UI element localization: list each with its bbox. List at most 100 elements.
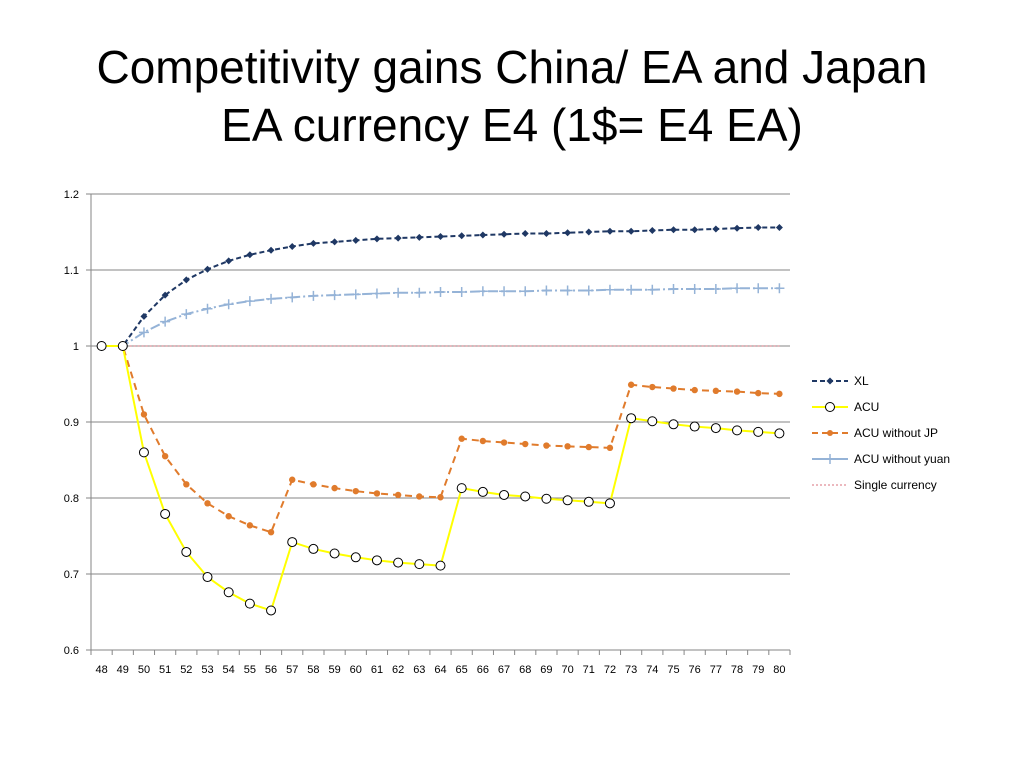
data-point-acu-without-yuan — [371, 288, 382, 299]
data-point-xl — [352, 236, 360, 244]
series-line-acu-without-jp — [101, 345, 780, 534]
x-tick-label: 68 — [519, 664, 531, 676]
data-point-acu — [287, 537, 298, 548]
data-point-acu — [647, 416, 658, 427]
y-tick-label: 1.2 — [64, 189, 79, 201]
x-tick-label: 53 — [201, 664, 213, 676]
y-tick-label: 0.8 — [64, 493, 79, 505]
legend-label-acu-without-jp: ACU without JP — [854, 426, 939, 440]
data-point-acu-without-jp — [140, 411, 148, 418]
data-point-acu-without-yuan — [774, 283, 785, 294]
data-point-acu-without-jp — [522, 440, 529, 448]
data-point-acu — [350, 552, 361, 563]
data-point-acu-without-jp — [437, 494, 444, 501]
x-tick-label: 80 — [773, 664, 785, 676]
data-point-acu-without-jp — [394, 491, 402, 499]
legend-item-single-currency: Single currency — [812, 472, 950, 498]
data-point-acu — [499, 489, 510, 500]
legend-swatch-acu-without-yuan — [812, 454, 848, 464]
title-line-2: EA currency E4 (1$= E4 EA) — [221, 99, 803, 151]
data-point-xl — [775, 223, 783, 231]
data-point-xl — [415, 233, 423, 241]
x-tick-label: 54 — [223, 664, 235, 676]
x-tick-label: 60 — [350, 664, 362, 676]
data-point-xl — [246, 251, 254, 259]
data-point-acu-without-jp — [183, 481, 190, 488]
x-tick-label: 50 — [138, 664, 150, 676]
x-tick-label: 67 — [498, 664, 510, 676]
data-point-xl — [754, 223, 762, 231]
x-tick-label: 78 — [731, 664, 743, 676]
data-point-xl — [267, 246, 275, 254]
data-point-acu-without-yuan — [393, 287, 404, 298]
data-point-acu-without-yuan — [138, 327, 149, 338]
data-point-xl — [204, 265, 211, 273]
x-tick-label: 55 — [244, 664, 256, 676]
data-point-acu-without-yuan — [541, 285, 552, 296]
data-point-acu-without-jp — [564, 443, 571, 450]
data-point-acu — [160, 508, 171, 519]
data-point-xl — [500, 230, 508, 238]
legend-label-acu-without-yuan: ACU without yuan — [854, 452, 951, 466]
x-tick-label: 48 — [95, 664, 107, 676]
data-point-acu-without-yuan — [562, 285, 573, 296]
data-point-acu-without-jp — [458, 435, 465, 442]
x-tick-label: 73 — [625, 664, 637, 676]
data-point-acu — [732, 425, 743, 436]
data-point-acu-without-jp — [543, 442, 550, 449]
data-point-acu-without-yuan — [753, 283, 764, 294]
data-point-acu-without-jp — [246, 522, 254, 529]
x-tick-label: 58 — [307, 664, 319, 676]
data-point-acu-without-jp — [691, 386, 698, 394]
data-point-acu — [266, 605, 277, 616]
data-point-acu-without-yuan — [181, 309, 192, 320]
data-point-acu-without-yuan — [647, 284, 658, 295]
x-tick-label: 70 — [561, 664, 573, 676]
data-point-acu-without-yuan — [350, 289, 361, 300]
x-tick-label: 72 — [604, 664, 616, 676]
legend-swatch-single-currency — [812, 484, 848, 486]
data-point-acu — [604, 498, 615, 509]
title-line-1: Competitivity gains China/ EA and Japan — [96, 41, 928, 93]
data-point-acu — [138, 447, 149, 458]
data-point-xl — [288, 242, 296, 250]
data-point-acu-without-jp — [289, 476, 296, 483]
x-tick-label: 76 — [689, 664, 701, 676]
data-point-acu-without-yuan — [710, 284, 721, 294]
data-point-acu-without-yuan — [520, 286, 531, 297]
data-point-acu — [371, 555, 382, 566]
data-point-acu — [753, 426, 764, 437]
x-tick-label: 51 — [159, 664, 171, 676]
data-point-xl — [585, 228, 593, 236]
data-point-acu-without-yuan — [477, 286, 488, 297]
x-tick-label: 66 — [477, 664, 489, 676]
data-point-acu-without-yuan — [414, 287, 425, 298]
x-tick-label: 71 — [583, 664, 595, 676]
data-point-acu-without-jp — [585, 443, 592, 451]
data-point-xl — [225, 257, 233, 265]
data-point-acu — [477, 486, 488, 497]
legend-swatch-xl — [812, 377, 848, 385]
data-point-acu — [520, 491, 531, 502]
data-point-acu-without-jp — [161, 453, 169, 460]
data-point-acu — [117, 341, 128, 351]
legend-label-xl: XL — [854, 374, 869, 388]
data-point-acu — [308, 543, 319, 554]
data-point-acu — [456, 483, 467, 494]
data-point-acu — [668, 419, 679, 430]
data-point-acu-without-yuan — [308, 290, 319, 301]
x-tick-label: 52 — [180, 664, 192, 676]
series-line-xl — [101, 226, 780, 347]
data-point-acu-without-yuan — [435, 287, 446, 298]
legend-item-acu: ACU — [812, 394, 950, 420]
x-tick-label: 64 — [434, 664, 446, 676]
data-point-acu-without-jp — [225, 513, 232, 520]
data-point-acu-without-yuan — [223, 299, 234, 310]
data-point-acu-without-yuan — [287, 292, 298, 303]
data-point-acu-without-yuan — [604, 284, 615, 295]
data-point-xl — [437, 233, 444, 241]
x-tick-label: 79 — [752, 664, 764, 676]
data-point-xl — [606, 227, 614, 235]
